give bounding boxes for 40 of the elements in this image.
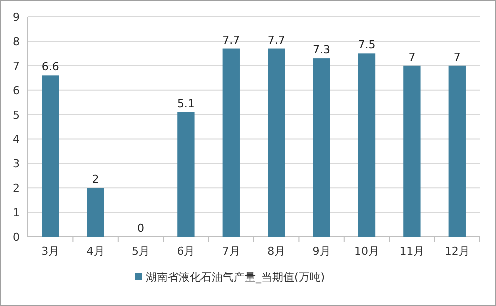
bar [42,76,60,237]
data-label: 7 [408,50,416,64]
data-label: 6.6 [42,60,60,74]
x-tick-label: 6月 [177,245,196,258]
data-label: 7.3 [313,44,331,57]
y-tick-label: 1 [13,206,20,220]
data-label: 7 [454,50,461,64]
x-tick-label: 7月 [222,245,240,258]
data-label: 7.7 [268,34,286,47]
x-tick-label: 11月 [400,245,425,258]
y-tick-label: 9 [13,11,20,24]
y-tick-label: 2 [13,182,20,196]
legend: 湖南省液化石油气产量_当期值(万吨) [135,271,326,284]
bar [313,58,330,237]
y-tick-label: 0 [13,231,20,244]
bar [178,112,195,237]
bar [268,48,286,237]
bar [87,188,104,237]
x-tick-label: 3月 [42,245,60,258]
x-tick-label: 12月 [444,245,470,258]
y-tick-label: 7 [13,60,20,73]
data-label: 5.1 [177,97,195,110]
bar [404,66,421,237]
bar [222,48,240,237]
y-tick-label: 3 [13,158,20,171]
x-tick-label: 5月 [132,245,150,258]
data-label: 2 [92,173,100,186]
data-label: 7.7 [222,34,240,47]
data-label: 7.5 [358,38,376,52]
y-tick-label: 8 [13,35,20,48]
bar [448,66,466,237]
x-tick-label: 9月 [312,245,331,258]
y-tick-label: 5 [13,108,20,122]
y-tick-label: 4 [13,133,20,146]
x-tick-label: 4月 [86,245,105,258]
x-tick-label: 10月 [354,245,380,258]
y-tick-label: 6 [13,84,20,98]
x-tick-label: 8月 [268,245,286,258]
bar [358,54,376,237]
data-label: 0 [138,222,144,235]
